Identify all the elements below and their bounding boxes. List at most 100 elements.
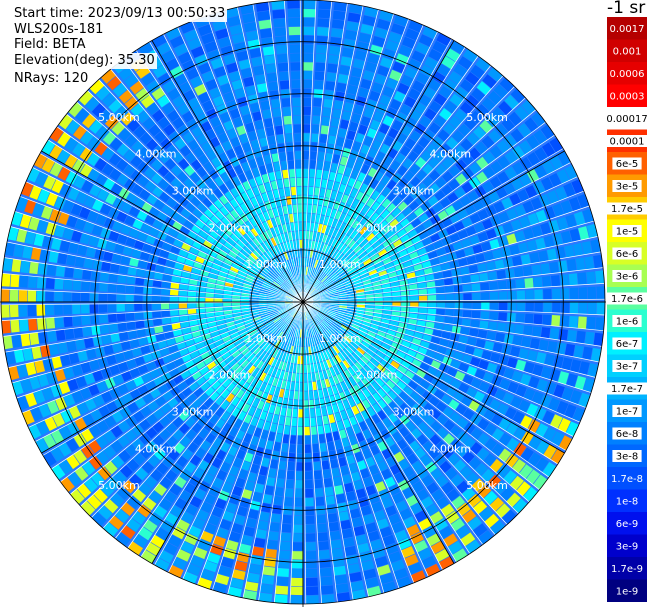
beta-gate (411, 50, 426, 63)
beta-gate (146, 79, 161, 94)
beta-gate (501, 344, 512, 356)
beta-gate (446, 488, 460, 502)
beta-gate (590, 239, 601, 254)
beta-gate (382, 288, 392, 293)
beta-gate (487, 67, 503, 82)
beta-gate (184, 258, 195, 267)
beta-gate (382, 394, 393, 405)
ray-gap (302, 301, 605, 316)
beta-gate (217, 36, 232, 48)
beta-gate (66, 421, 80, 436)
beta-gate (129, 367, 141, 378)
beta-gate (245, 277, 254, 283)
beta-gate (10, 274, 20, 288)
beta-gate (163, 123, 176, 136)
beta-gate (223, 53, 237, 65)
beta-gate (356, 212, 365, 222)
beta-gate (261, 342, 270, 351)
beta-gate (376, 388, 387, 398)
beta-gate (390, 160, 401, 172)
beta-gate (190, 196, 202, 207)
beta-gate (106, 476, 121, 491)
beta-gate (67, 187, 80, 201)
beta-gate (461, 238, 472, 249)
beta-gate (379, 94, 392, 106)
beta-gate (226, 62, 239, 74)
beta-gate (235, 322, 245, 328)
beta-gate (133, 534, 148, 548)
beta-gate (54, 368, 66, 382)
beta-gate (216, 103, 228, 115)
beta-gate (188, 213, 199, 224)
beta-gate (440, 481, 454, 495)
beta-gate (172, 557, 188, 570)
beta-gate (419, 302, 428, 308)
beta-gate (103, 251, 114, 262)
beta-gate (498, 101, 513, 116)
beta-gate (408, 318, 417, 325)
beta-gate (329, 248, 337, 257)
beta-gate (323, 341, 330, 350)
beta-gate (301, 266, 303, 275)
beta-gate (519, 156, 533, 171)
beta-gate (196, 538, 211, 551)
beta-gate (38, 331, 48, 344)
colorbar-label: 0.001 (613, 46, 642, 57)
beta-gate (278, 415, 285, 425)
beta-gate (343, 204, 351, 214)
beta-gate (48, 250, 59, 263)
beta-gate (242, 142, 252, 153)
beta-gate (297, 266, 300, 276)
beta-gate (375, 244, 385, 253)
beta-gate (322, 170, 330, 180)
beta-gate (88, 439, 102, 454)
beta-gate (506, 233, 517, 245)
beta-gate (118, 89, 133, 104)
beta-gate (525, 289, 534, 300)
beta-gate (401, 487, 414, 499)
beta-gate (303, 329, 305, 338)
beta-gate (101, 261, 111, 272)
ray-gap (302, 301, 602, 347)
beta-gate (408, 58, 422, 71)
beta-gate (119, 464, 133, 478)
beta-gate (324, 266, 331, 274)
ring-label: 5.00km (466, 111, 508, 124)
ray-gap (25, 181, 304, 303)
beta-gate (320, 274, 327, 282)
beta-gate (418, 289, 428, 295)
beta-gate (448, 115, 462, 129)
beta-gate (281, 333, 287, 342)
beta-gate (557, 371, 569, 385)
beta-gate (334, 354, 342, 364)
beta-gate (289, 435, 296, 444)
beta-gate (116, 173, 129, 186)
colorbar-label: 0.00017 (607, 114, 647, 125)
ray-gap (2, 301, 304, 337)
beta-gate (332, 321, 341, 328)
beta-gate (481, 97, 496, 112)
beta-gate (552, 203, 565, 218)
beta-gate (104, 377, 116, 389)
beta-gate (224, 7, 240, 19)
beta-gate (351, 517, 363, 528)
beta-gate (152, 287, 161, 295)
beta-gate (83, 477, 98, 493)
beta-gate (314, 80, 325, 90)
beta-gate (471, 310, 481, 319)
beta-gate (308, 390, 314, 400)
beta-gate (176, 232, 187, 242)
beta-gate (492, 342, 503, 353)
beta-gate (183, 219, 194, 230)
beta-gate (250, 265, 260, 273)
ring-label: 2.00km (356, 221, 398, 234)
beta-gate (236, 50, 249, 62)
beta-gate (108, 207, 120, 219)
beta-gate (221, 481, 233, 493)
beta-gate (436, 414, 448, 426)
beta-gate (263, 318, 272, 325)
beta-gate (264, 320, 273, 327)
beta-gate (337, 402, 345, 412)
beta-gate (515, 385, 527, 398)
beta-gate (292, 408, 298, 418)
